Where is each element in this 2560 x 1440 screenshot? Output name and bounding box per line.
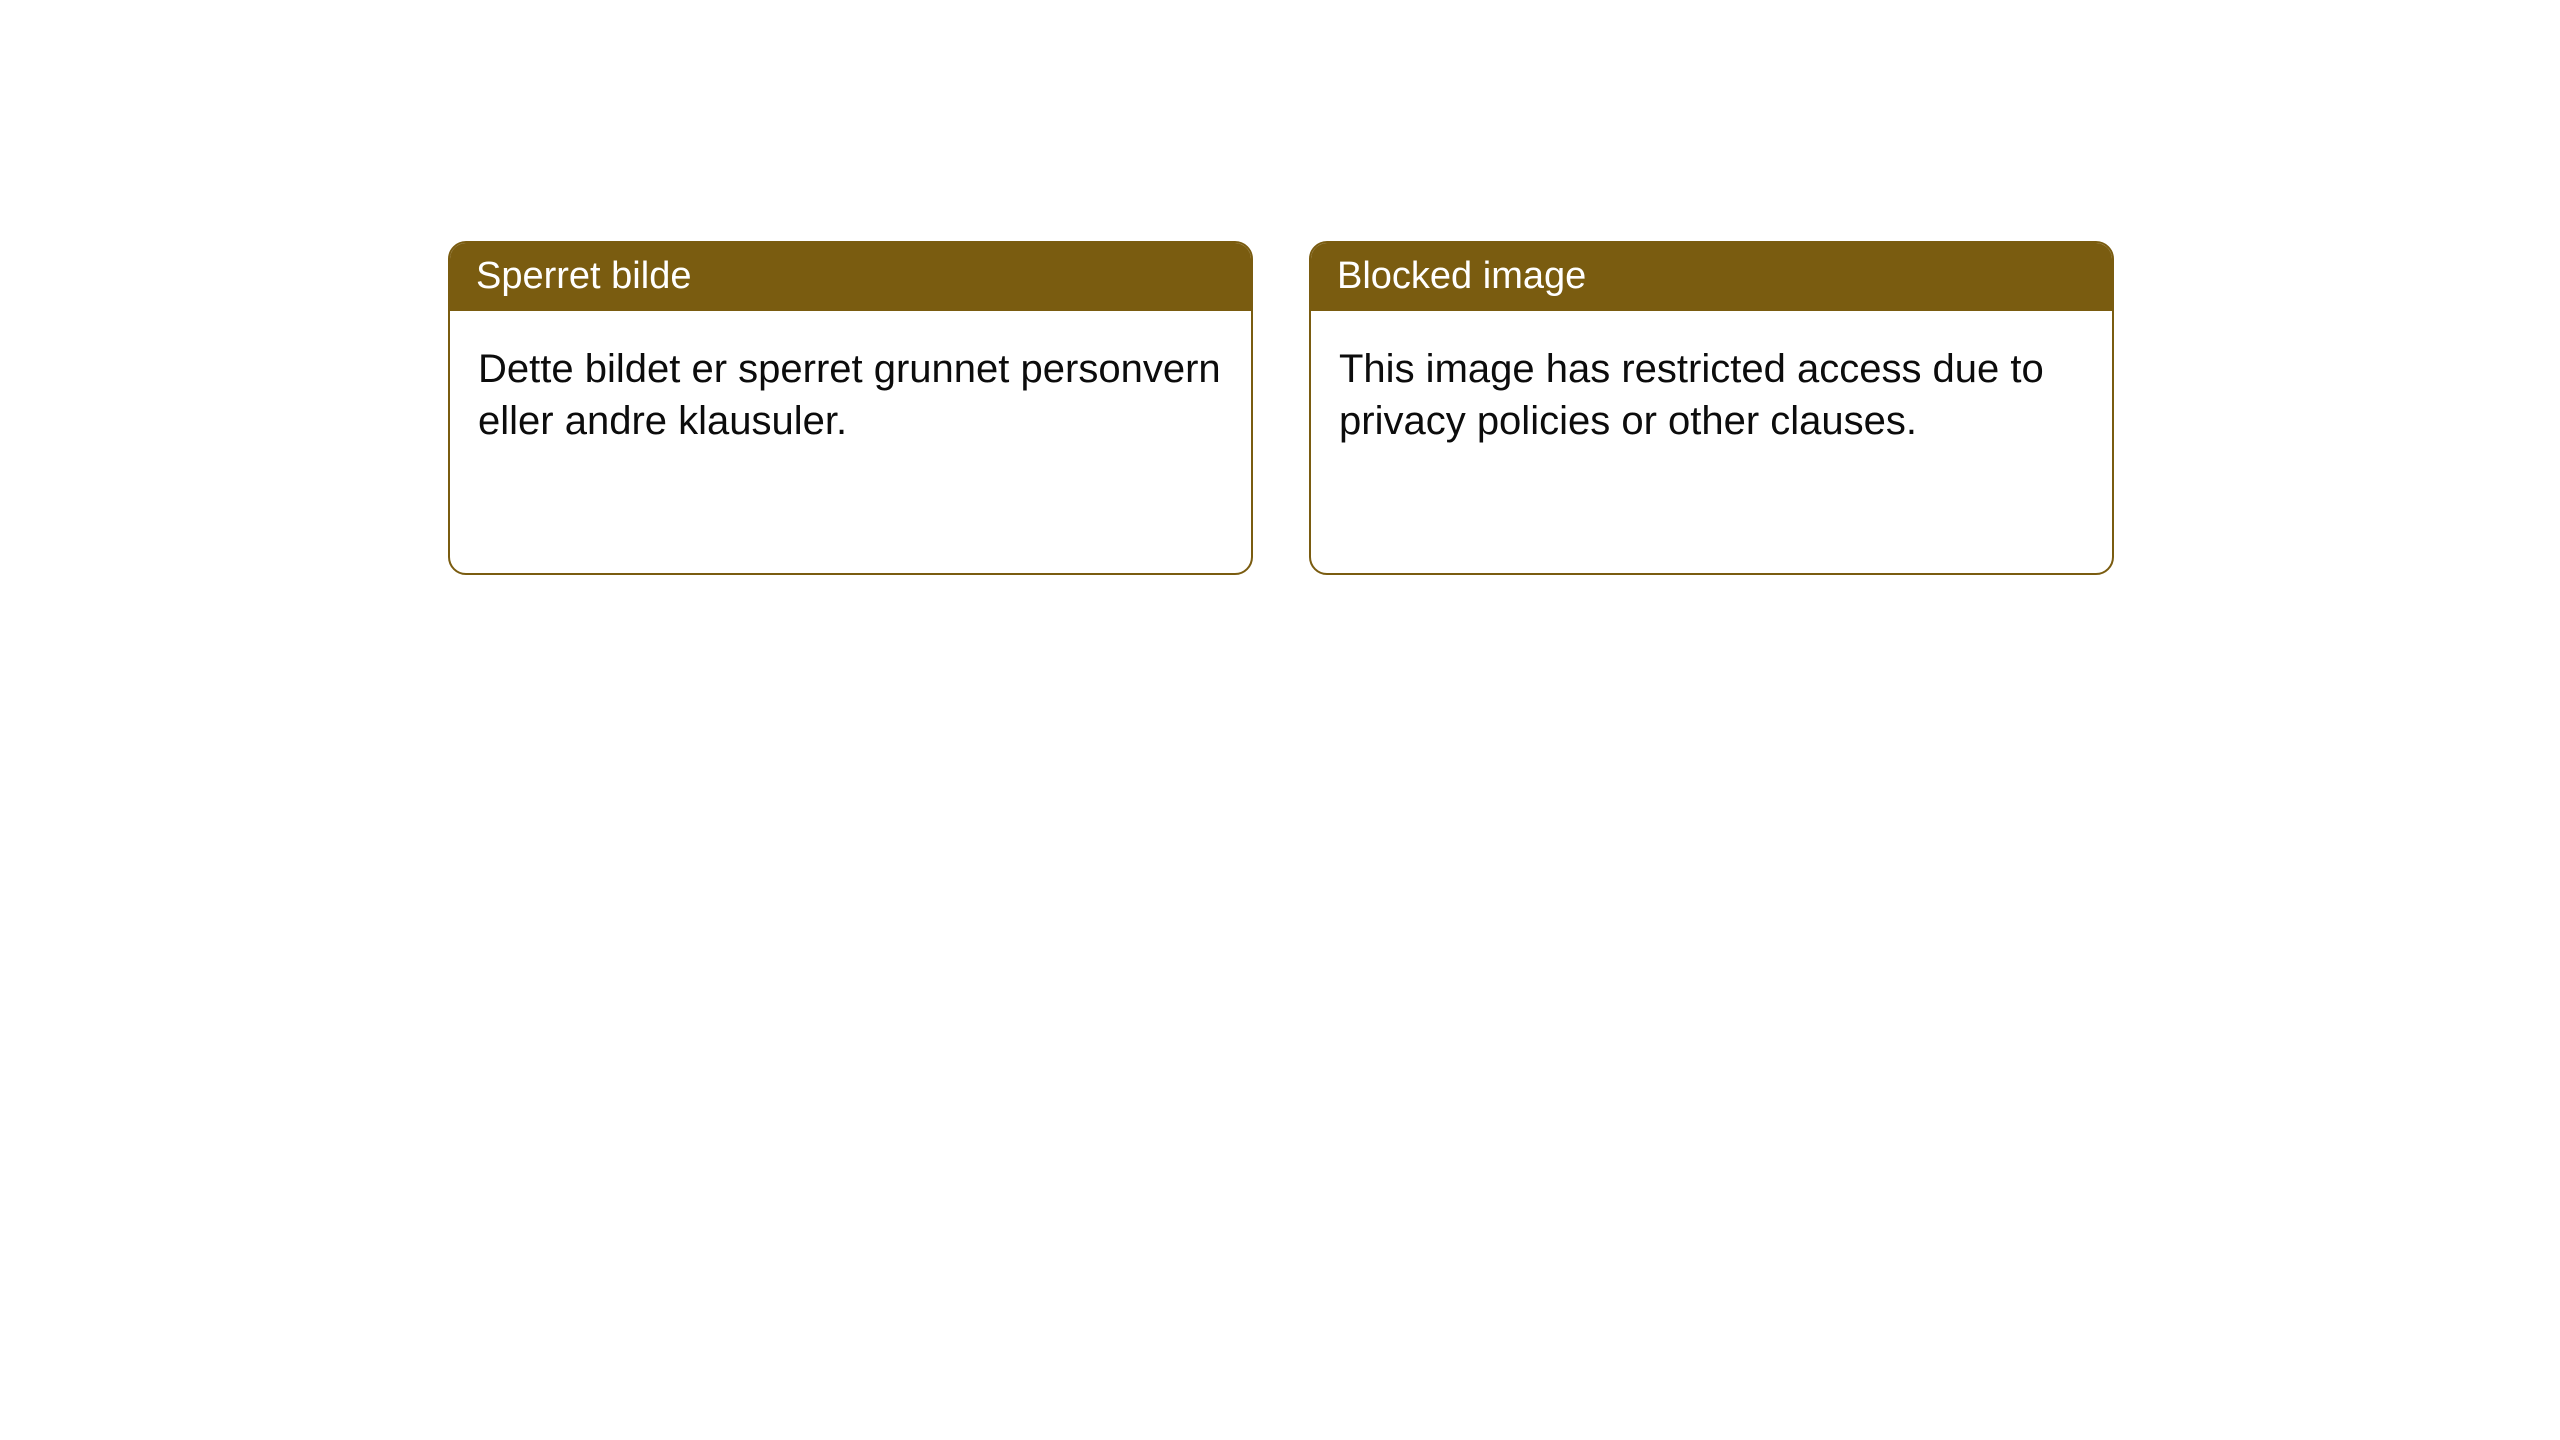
notice-container: Sperret bilde Dette bildet er sperret gr…: [0, 0, 2560, 575]
notice-body-text: Dette bildet er sperret grunnet personve…: [478, 347, 1221, 443]
notice-body-english: This image has restricted access due to …: [1311, 311, 2112, 480]
notice-title: Blocked image: [1337, 255, 1586, 297]
notice-header-norwegian: Sperret bilde: [450, 243, 1251, 311]
notice-box-norwegian: Sperret bilde Dette bildet er sperret gr…: [448, 241, 1253, 575]
notice-title: Sperret bilde: [476, 255, 691, 297]
notice-body-norwegian: Dette bildet er sperret grunnet personve…: [450, 311, 1251, 480]
notice-body-text: This image has restricted access due to …: [1339, 347, 2044, 443]
notice-box-english: Blocked image This image has restricted …: [1309, 241, 2114, 575]
notice-header-english: Blocked image: [1311, 243, 2112, 311]
